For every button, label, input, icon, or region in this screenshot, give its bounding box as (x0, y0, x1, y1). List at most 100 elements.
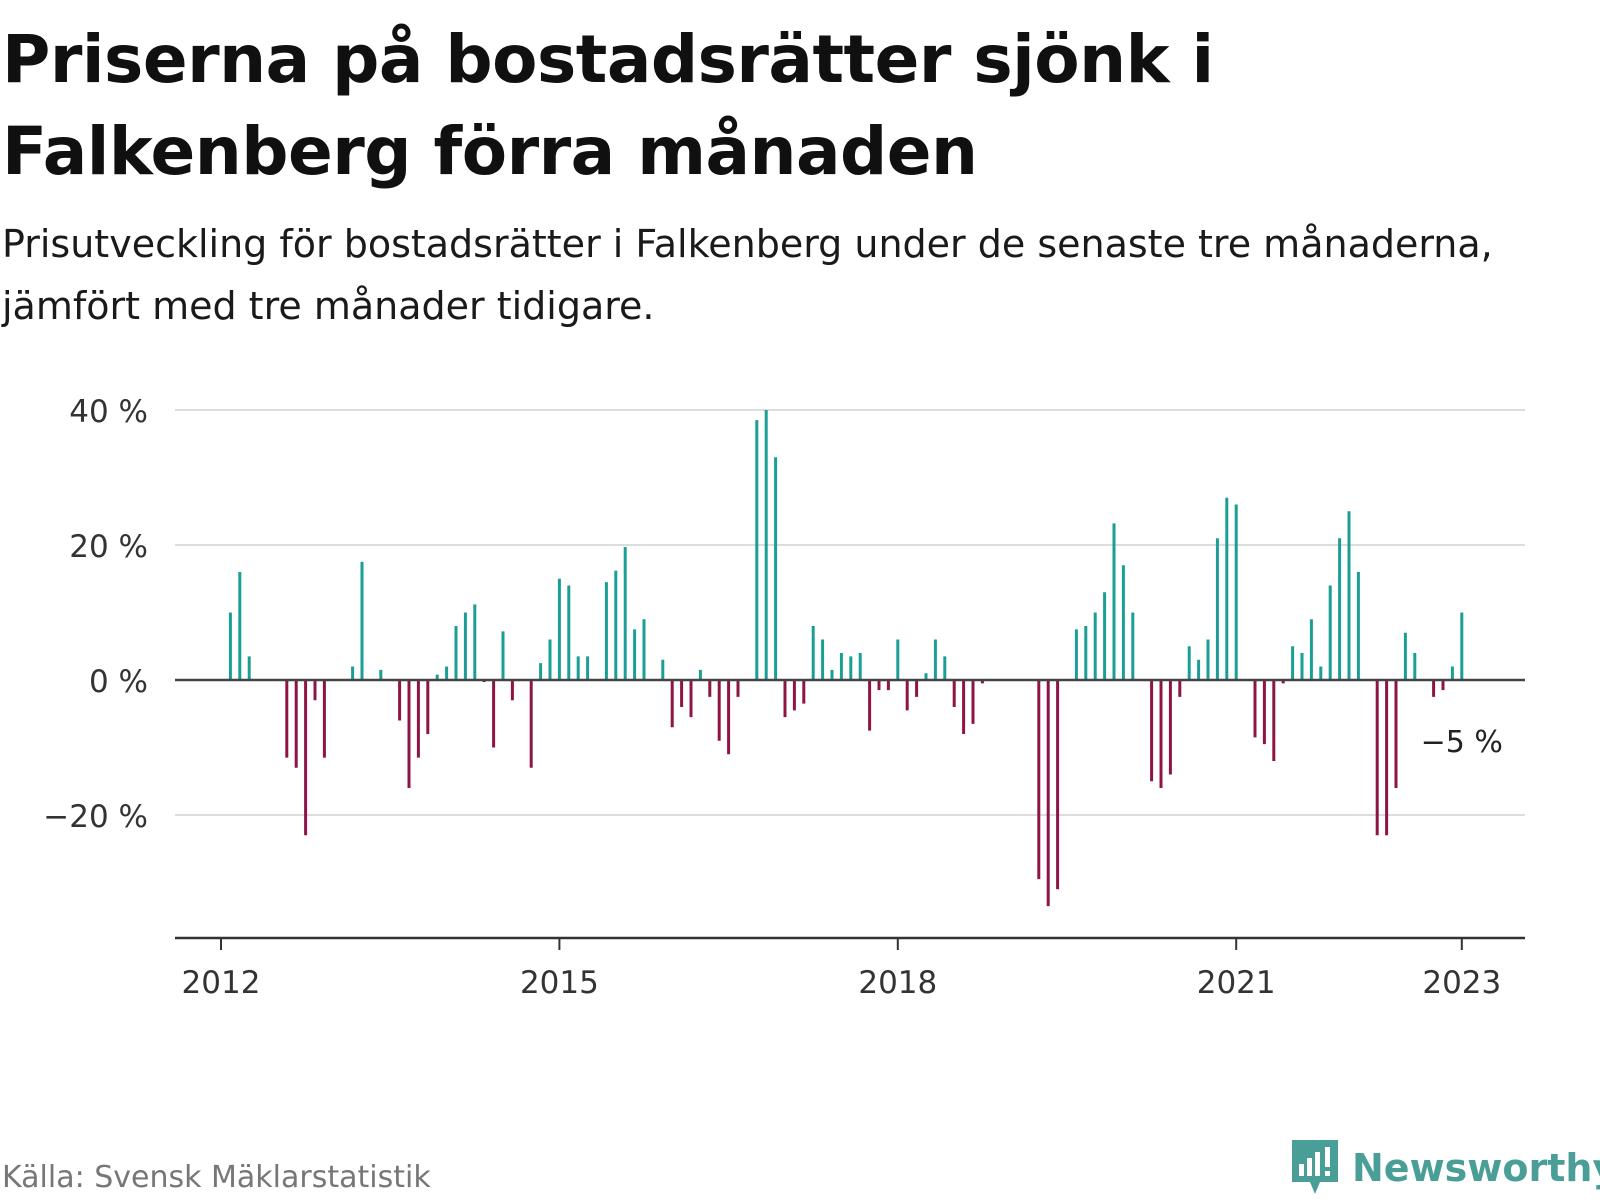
bar (858, 653, 862, 680)
bar (1112, 523, 1116, 680)
bar (802, 680, 806, 704)
bar-chart: 40 % 20 % 0 % −20 % 2012 2015 2018 2021 2023 −5 % (43, 394, 1525, 1001)
bar (313, 680, 317, 701)
bar (529, 680, 533, 768)
bar (238, 572, 242, 680)
bar (670, 680, 674, 728)
bar (933, 639, 937, 680)
bar (661, 659, 665, 680)
brand-logo[interactable]: Newsworthy (1290, 1138, 1600, 1198)
bar (633, 629, 637, 681)
newsworthy-logo-icon (1292, 1140, 1338, 1194)
bar (980, 680, 984, 684)
bar (247, 656, 251, 681)
bar (294, 680, 298, 768)
bar (1187, 646, 1191, 680)
bar (1121, 565, 1125, 680)
bar (492, 680, 496, 748)
chart-subtitle: Prisutveckling för bostadsrätter i Falke… (2, 222, 1493, 328)
bar (1394, 680, 1398, 788)
bar (1197, 659, 1201, 680)
y-tick-label: 40 % (69, 394, 148, 430)
bar (1037, 680, 1041, 880)
latest-value-label: −5 % (1421, 725, 1503, 760)
x-tick-label: 2021 (1197, 965, 1276, 1001)
bar (1150, 680, 1154, 782)
bar (548, 639, 552, 680)
bar (943, 656, 947, 681)
chart-title: Priserna på bostadsrätter sjönk i Falken… (2, 21, 1214, 190)
bar (821, 639, 825, 680)
bar (1460, 612, 1464, 680)
bar (1319, 666, 1323, 680)
bar (379, 669, 383, 681)
bar (1262, 680, 1266, 745)
bar (1131, 612, 1135, 680)
bar (1272, 680, 1276, 761)
bar (915, 680, 919, 697)
bar (322, 680, 326, 758)
bar (586, 656, 590, 681)
bar (830, 669, 834, 681)
bar (642, 619, 646, 680)
bar (1084, 626, 1088, 680)
bar (1074, 629, 1078, 681)
bar (1234, 504, 1238, 680)
bar (567, 585, 571, 680)
x-tick-label: 2012 (182, 965, 261, 1001)
bar (426, 680, 430, 734)
bar (1441, 680, 1445, 691)
bar (1159, 680, 1163, 788)
bar (774, 457, 778, 680)
bar (727, 680, 731, 755)
bar (1225, 497, 1229, 680)
bar (736, 680, 740, 697)
bar (351, 666, 355, 680)
bar (680, 680, 684, 707)
bar (398, 680, 402, 721)
grid-layer (175, 409, 1525, 816)
bar (1385, 680, 1389, 836)
bar (1103, 592, 1107, 680)
bar (1281, 680, 1285, 684)
bar (1432, 680, 1436, 697)
bar (304, 680, 308, 836)
bar (416, 680, 420, 758)
bar (905, 680, 909, 711)
bar (689, 680, 693, 718)
bar (614, 570, 618, 680)
bar (360, 561, 364, 681)
bar (717, 680, 721, 741)
bar (839, 653, 843, 680)
bar (1338, 538, 1342, 680)
bar (285, 680, 289, 758)
bar (1215, 538, 1219, 680)
bar (1046, 680, 1050, 907)
bar (1206, 639, 1210, 680)
bar (811, 626, 815, 680)
y-tick-label: 20 % (69, 529, 148, 565)
bar (1356, 572, 1360, 680)
bar (454, 626, 458, 680)
bar (1413, 653, 1417, 680)
bar (1168, 680, 1172, 775)
source-note: Källa: Svensk Mäklarstatistik (2, 1160, 431, 1195)
bar (764, 410, 768, 680)
bar (1056, 680, 1060, 890)
axis-layer: 40 % 20 % 0 % −20 % 2012 2015 2018 2021 2023 −5 % (43, 394, 1525, 1001)
bar (1253, 680, 1257, 738)
y-tick-label: 0 % (89, 664, 148, 700)
bar (698, 669, 702, 681)
bar (924, 673, 928, 680)
bar (952, 680, 956, 707)
bar (1291, 646, 1295, 680)
bar (557, 578, 561, 680)
bar-layer (228, 410, 1464, 907)
bar (1309, 619, 1313, 680)
bar (1375, 680, 1379, 836)
bar (708, 680, 712, 697)
brand-name: Newsworthy (1352, 1146, 1600, 1190)
bar (877, 680, 881, 691)
bar (501, 631, 505, 680)
bar (435, 674, 439, 680)
